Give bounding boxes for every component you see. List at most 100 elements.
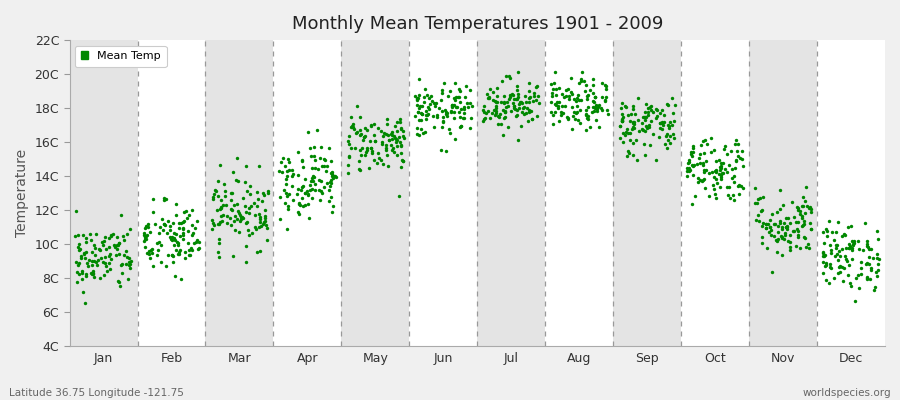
Point [167, 236, 182, 243]
Point [416, 130, 430, 136]
Point [634, 126, 649, 132]
Point [866, 254, 880, 261]
Point [839, 256, 853, 263]
Point [417, 98, 431, 105]
Point [783, 239, 797, 245]
Point [71, 247, 86, 253]
Point [169, 212, 184, 218]
Point [732, 182, 746, 188]
Point [86, 271, 100, 278]
Point [770, 229, 785, 236]
Point [230, 200, 245, 207]
Point [441, 92, 455, 99]
Point [755, 240, 770, 246]
Point [280, 192, 294, 199]
Point [323, 183, 338, 189]
Point [791, 228, 806, 234]
Point [123, 264, 138, 271]
Point [872, 256, 886, 263]
Point [781, 215, 796, 222]
Point [786, 228, 800, 234]
Point [89, 231, 104, 237]
Point [588, 94, 602, 100]
Point [212, 236, 227, 242]
Point [252, 219, 266, 225]
Point [280, 168, 294, 174]
Point [140, 224, 155, 231]
Point [69, 259, 84, 266]
Point [346, 121, 360, 128]
Point [586, 103, 600, 110]
Point [578, 88, 592, 94]
Point [626, 120, 641, 126]
Point [751, 212, 765, 218]
Point [97, 254, 112, 260]
Point [114, 262, 129, 268]
Point [490, 99, 504, 105]
Point [683, 151, 698, 158]
Point [166, 259, 180, 265]
Point [574, 78, 589, 84]
Point [660, 101, 674, 107]
Point [864, 246, 878, 252]
Point [83, 231, 97, 237]
Point [507, 103, 521, 109]
Point [544, 89, 559, 96]
Point [428, 100, 443, 106]
Point [82, 257, 96, 264]
Point [179, 207, 194, 214]
Point [324, 194, 338, 200]
Point [139, 236, 153, 243]
Point [325, 171, 339, 177]
Point [512, 104, 526, 111]
Point [75, 270, 89, 276]
Point [755, 234, 770, 240]
Point [660, 145, 674, 152]
Point [393, 126, 408, 132]
Point [282, 159, 296, 166]
Point [356, 137, 371, 144]
Point [71, 232, 86, 238]
Point [595, 107, 609, 114]
Point [435, 87, 449, 93]
Point [804, 206, 818, 212]
Point [238, 220, 253, 226]
Point [842, 280, 857, 286]
Point [816, 250, 831, 256]
Point [696, 137, 710, 144]
Point [437, 106, 452, 113]
Point [212, 193, 226, 199]
Point [789, 204, 804, 210]
Point [842, 245, 856, 252]
Point [634, 120, 649, 126]
Point [206, 196, 220, 202]
Point [72, 240, 86, 247]
Point [318, 157, 332, 164]
Point [775, 226, 789, 232]
Point [192, 239, 206, 245]
Point [793, 211, 807, 218]
Point [693, 160, 707, 166]
Point [294, 157, 309, 163]
Point [770, 223, 785, 230]
Point [775, 223, 789, 230]
Point [452, 94, 466, 100]
Point [380, 152, 394, 158]
Point [532, 100, 546, 106]
Point [182, 252, 196, 258]
Point [302, 182, 317, 189]
Point [778, 230, 793, 236]
Point [598, 94, 613, 100]
Point [682, 168, 697, 174]
Point [849, 297, 863, 304]
Point [457, 110, 472, 117]
Point [217, 181, 231, 187]
Point [110, 242, 124, 248]
Point [304, 153, 319, 159]
Point [273, 216, 287, 222]
Point [632, 128, 646, 135]
Point [642, 122, 656, 128]
Point [461, 104, 475, 110]
Point [278, 190, 293, 196]
Point [726, 179, 741, 186]
